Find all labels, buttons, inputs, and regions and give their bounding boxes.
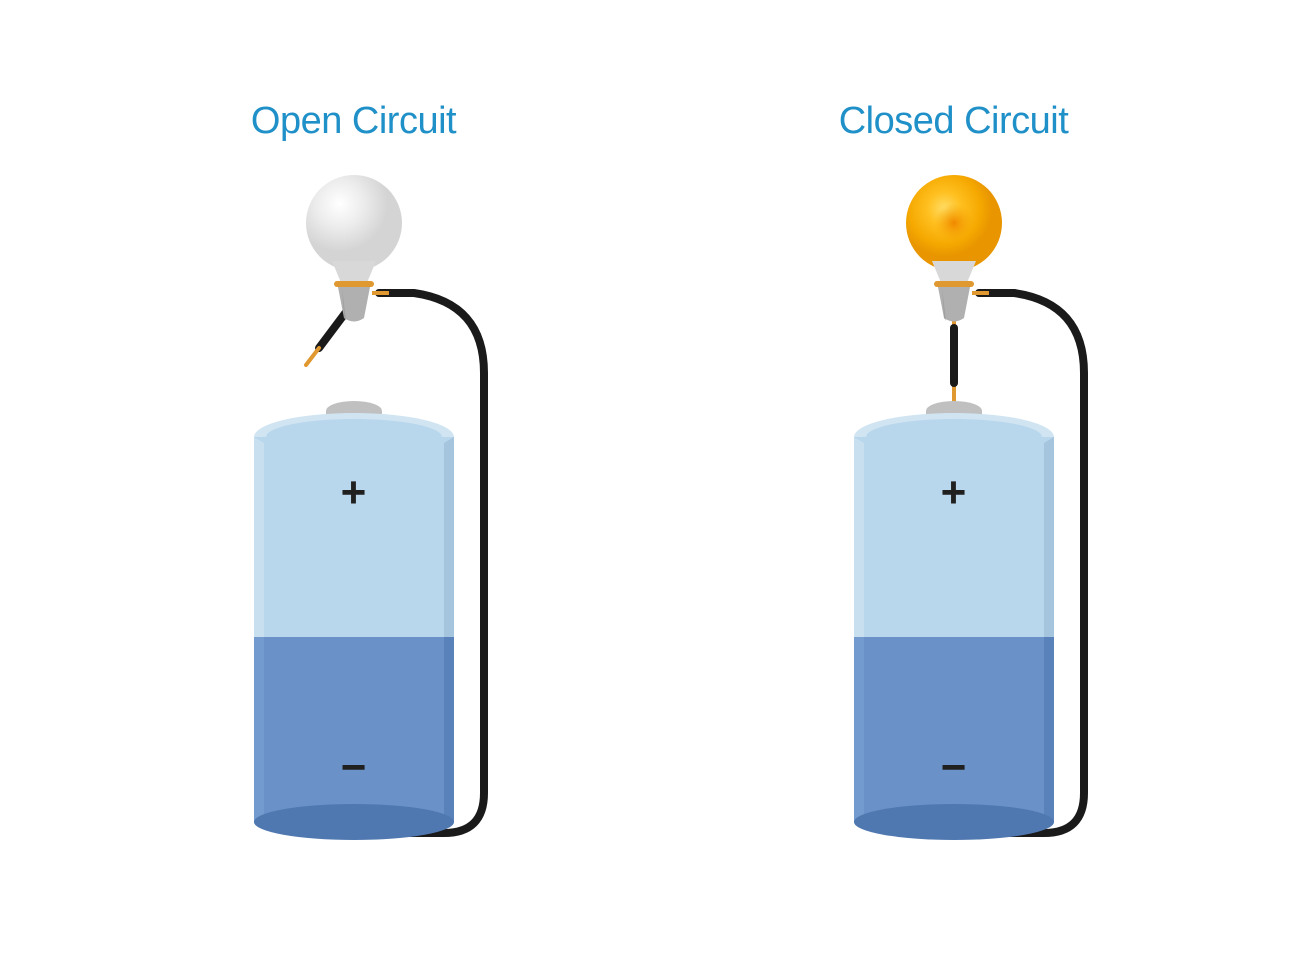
open-circuit-title: Open Circuit — [154, 100, 554, 143]
closed-circuit-diagram: + − — [754, 173, 1154, 873]
diagram-container: Open Circuit — [0, 0, 1307, 900]
minus-label: − — [941, 743, 967, 793]
bulb-off-icon — [294, 173, 414, 333]
closed-circuit-title: Closed Circuit — [754, 100, 1154, 143]
minus-label: − — [341, 743, 367, 793]
open-circuit-panel: Open Circuit — [154, 100, 554, 900]
bulb-on-icon — [894, 173, 1014, 333]
open-circuit-diagram: + − — [154, 173, 554, 873]
plus-label: + — [941, 468, 967, 518]
closed-circuit-panel: Closed Circuit — [754, 100, 1154, 900]
plus-label: + — [341, 468, 367, 518]
